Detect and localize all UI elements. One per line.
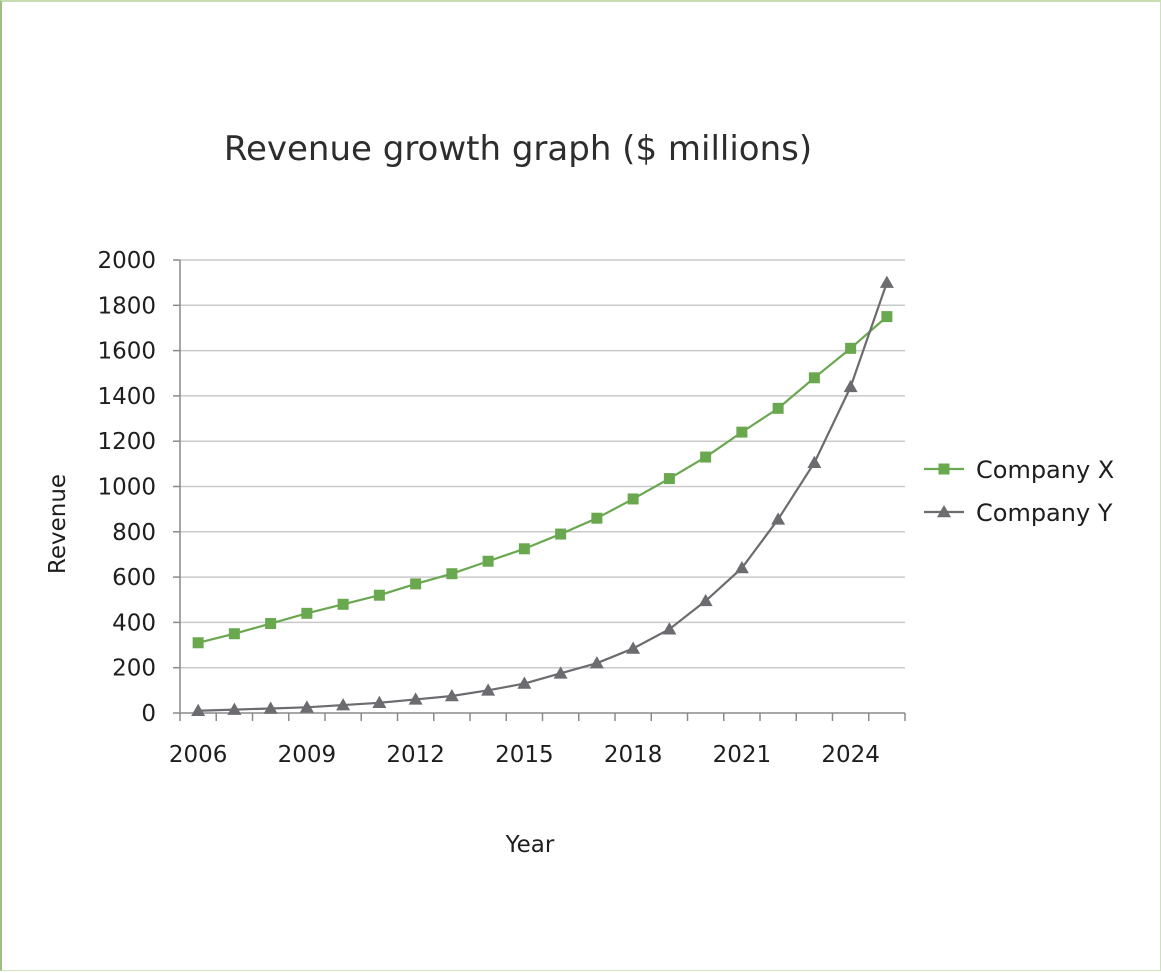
data-point	[373, 589, 385, 601]
y-tick-label: 800	[112, 520, 156, 546]
y-tick-label: 400	[112, 610, 156, 636]
legend-label: Company Y	[976, 499, 1113, 527]
y-tick-label: 1200	[97, 429, 156, 455]
data-point	[299, 700, 314, 713]
y-tick-label: 1400	[97, 384, 156, 410]
data-point	[337, 598, 349, 610]
series-0	[192, 311, 893, 649]
data-point	[518, 543, 530, 555]
y-tick-label: 600	[112, 565, 156, 591]
data-point	[736, 426, 748, 438]
data-point	[589, 656, 604, 669]
y-tick-label: 1600	[97, 339, 156, 365]
series-line	[197, 315, 888, 644]
data-point	[700, 451, 712, 463]
data-point	[881, 311, 893, 323]
data-point	[336, 698, 351, 711]
x-tick-label: 2018	[604, 742, 663, 768]
data-point	[372, 695, 387, 709]
chart-title: Revenue growth graph ($ millions)	[224, 129, 812, 169]
data-point	[265, 618, 277, 630]
y-tick-label: 200	[112, 656, 156, 682]
data-point	[555, 528, 567, 540]
data-point	[482, 555, 494, 567]
data-point	[843, 379, 858, 393]
data-point	[444, 689, 459, 702]
gridlines	[180, 259, 905, 669]
data-point	[698, 593, 713, 607]
data-point	[845, 342, 857, 354]
data-point	[191, 703, 206, 716]
legend-marker	[937, 505, 951, 518]
x-tick-label: 2024	[821, 742, 880, 768]
data-point	[662, 622, 677, 635]
data-point	[408, 692, 423, 705]
data-point	[446, 568, 458, 580]
x-tick-label: 2009	[278, 742, 337, 768]
data-point	[517, 676, 532, 689]
legend-item: Company X	[924, 456, 1114, 484]
data-point	[228, 628, 240, 640]
y-tick-label: 1000	[97, 475, 156, 501]
y-tick-label: 0	[141, 701, 156, 727]
axes	[173, 259, 906, 721]
legend-label: Company X	[976, 456, 1114, 484]
legend-marker	[938, 463, 950, 475]
data-point	[734, 561, 749, 574]
data-point	[626, 641, 641, 654]
data-point	[553, 666, 568, 679]
data-point	[263, 701, 278, 714]
data-point	[301, 607, 313, 619]
series	[191, 275, 894, 716]
data-point	[879, 275, 894, 288]
data-point	[227, 702, 242, 715]
legend: Company X Company Y	[924, 456, 1114, 527]
series-line	[198, 282, 888, 712]
data-point	[591, 512, 603, 524]
data-point	[192, 637, 204, 649]
legend-item: Company Y	[924, 499, 1113, 527]
y-tick-label: 2000	[97, 248, 156, 274]
x-tick-label: 2015	[495, 742, 554, 768]
x-tick-label: 2012	[386, 742, 445, 768]
data-point	[771, 512, 786, 525]
data-point	[808, 372, 820, 384]
data-point	[481, 683, 496, 696]
data-point	[627, 493, 639, 505]
data-point	[663, 473, 675, 485]
data-point	[410, 578, 422, 590]
x-axis-label: Year	[505, 832, 555, 858]
data-point	[807, 455, 822, 468]
x-tick-label: 2006	[169, 742, 228, 768]
y-tick-label: 1800	[97, 293, 156, 319]
data-point	[772, 402, 784, 414]
x-tick-labels: 2006 2009 2012 2015 2018 2021 2024	[169, 742, 880, 768]
series-1	[191, 275, 894, 716]
x-tick-label: 2021	[713, 742, 772, 768]
y-tick-labels: 0 200 400 600 800 1000 1200 1400 1600 1800 2000	[97, 248, 156, 727]
y-axis-label: Revenue	[45, 474, 71, 574]
